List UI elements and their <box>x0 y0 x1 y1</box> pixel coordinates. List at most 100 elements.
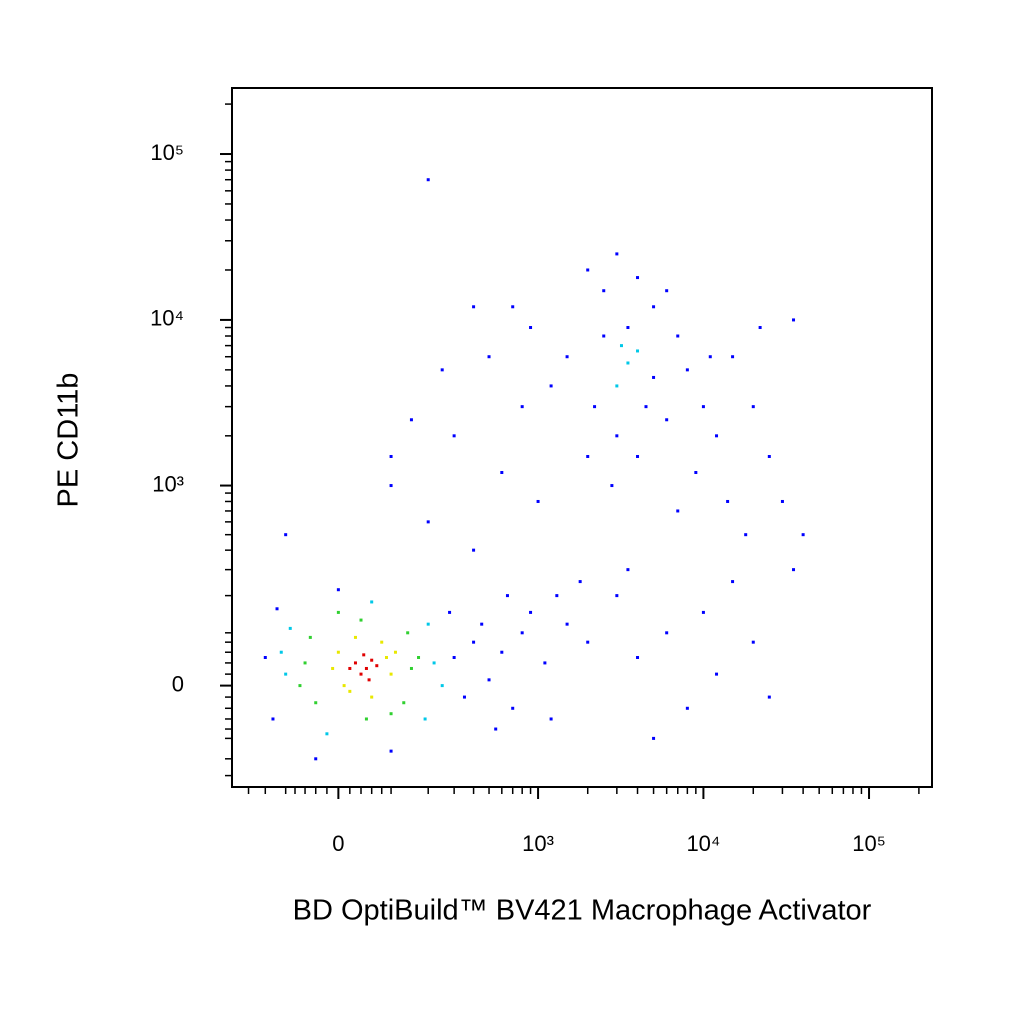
dot <box>472 548 476 552</box>
dot <box>362 653 366 657</box>
y-tick-label: 0 <box>172 671 184 696</box>
dot <box>432 661 436 665</box>
dot <box>758 326 762 330</box>
dot <box>308 635 312 639</box>
dot <box>652 375 656 379</box>
dot <box>636 349 640 353</box>
dot <box>494 727 498 731</box>
dot <box>731 355 735 359</box>
dot <box>565 622 569 626</box>
dot <box>423 717 427 721</box>
dot <box>644 405 648 409</box>
dot <box>348 689 352 693</box>
dot <box>708 355 712 359</box>
dot <box>472 640 476 644</box>
dot <box>389 672 393 676</box>
dot <box>364 666 368 670</box>
dot <box>586 454 590 458</box>
dot <box>353 661 357 665</box>
dot <box>298 684 302 688</box>
dot <box>314 757 318 761</box>
dot <box>652 736 656 740</box>
dot <box>578 580 582 584</box>
dot <box>288 626 292 630</box>
dot <box>487 678 491 682</box>
dot <box>767 454 771 458</box>
dot <box>751 405 755 409</box>
dot <box>409 418 413 422</box>
dot <box>615 384 619 388</box>
dot <box>314 701 318 705</box>
dot <box>393 650 397 654</box>
dot <box>529 326 533 330</box>
dot <box>389 749 393 753</box>
dot <box>336 650 340 654</box>
dot <box>565 355 569 359</box>
dot <box>402 701 406 705</box>
dot <box>384 656 388 660</box>
dot <box>615 594 619 598</box>
dot <box>520 405 524 409</box>
dot <box>426 520 430 524</box>
dot <box>279 650 283 654</box>
dot <box>284 533 288 537</box>
dot <box>744 533 748 537</box>
dot <box>701 405 705 409</box>
dot <box>367 678 371 682</box>
dot <box>325 732 329 736</box>
dot <box>529 610 533 614</box>
dot <box>336 610 340 614</box>
dot <box>370 658 374 662</box>
y-tick-label: 10⁵ <box>150 140 184 165</box>
dot <box>676 334 680 338</box>
dot <box>342 684 346 688</box>
dot <box>440 684 444 688</box>
x-tick-label: 10³ <box>522 831 554 856</box>
dot <box>389 484 393 488</box>
dot <box>500 650 504 654</box>
dot <box>593 405 597 409</box>
dot <box>652 305 656 309</box>
dot <box>364 717 368 721</box>
dot <box>586 640 590 644</box>
dot <box>389 454 393 458</box>
y-tick-label: 10³ <box>152 471 184 496</box>
dot <box>275 607 279 611</box>
dot <box>284 672 288 676</box>
dot <box>380 640 384 644</box>
dot <box>701 610 705 614</box>
dot <box>375 664 379 668</box>
dot <box>767 695 771 699</box>
dot <box>676 509 680 513</box>
dot <box>731 580 735 584</box>
dot <box>417 656 421 660</box>
y-axis-title: PE CD11b <box>53 373 85 508</box>
dot <box>636 656 640 660</box>
dot <box>331 666 335 670</box>
dot <box>359 618 363 622</box>
dot <box>685 368 689 372</box>
dot <box>462 695 466 699</box>
dot <box>487 355 491 359</box>
dot <box>549 384 553 388</box>
dot <box>480 622 484 626</box>
dot <box>685 706 689 710</box>
y-tick-label: 10⁴ <box>150 306 184 331</box>
dot <box>694 471 698 475</box>
dot <box>615 252 619 256</box>
dot <box>536 499 540 503</box>
dot <box>389 712 393 716</box>
dot <box>359 672 363 676</box>
dot <box>715 434 719 438</box>
dot <box>626 568 630 572</box>
dot <box>353 635 357 639</box>
dot <box>715 672 719 676</box>
x-axis-title: BD OptiBuild™ BV421 Macrophage Activator <box>293 895 872 927</box>
dot <box>665 418 669 422</box>
dot <box>555 594 559 598</box>
dot <box>303 661 307 665</box>
dot <box>665 631 669 635</box>
dot <box>665 289 669 293</box>
dot <box>602 334 606 338</box>
